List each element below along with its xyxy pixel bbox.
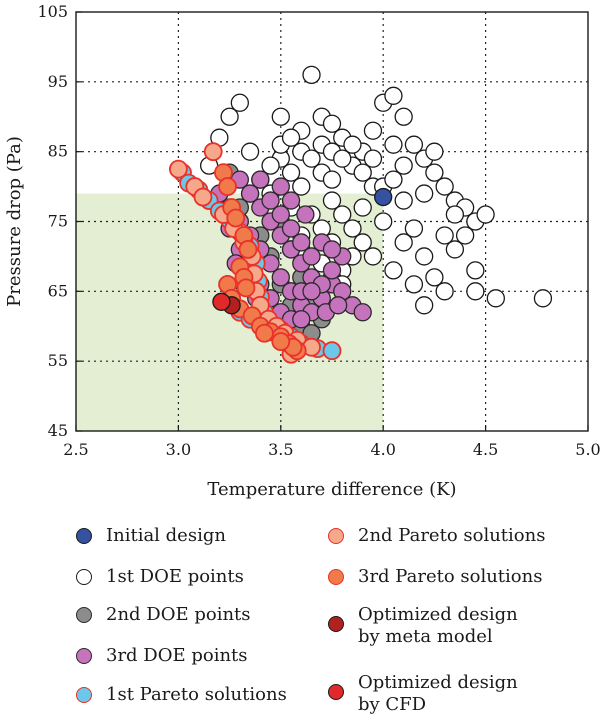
data-point-1st-doe-points [384,86,403,105]
data-point-1st-doe-points [281,128,301,147]
data-point-2nd-pareto-solutions [168,159,188,179]
data-point-3rd-pareto-solutions [238,240,258,259]
x-tick-label: 4.0 [370,440,395,459]
data-point-1st-doe-points [292,177,311,196]
x-axis-label: Temperature difference (K) [207,479,456,500]
data-point-1st-doe-points [302,65,321,84]
y-tick-label: 45 [48,421,68,440]
data-point-1st-doe-points [353,163,372,182]
data-point-3rd-doe-points [322,261,342,280]
data-point-3rd-doe-points [328,296,348,315]
data-point-1st-doe-points [322,114,342,133]
data-point-3rd-doe-points [302,247,321,266]
data-point-1st-doe-points [220,107,239,126]
data-point-1st-pareto-solutions [322,341,342,361]
x-tick-label: 5.0 [575,440,600,459]
data-point-1st-doe-points [425,142,444,161]
data-point-1st-doe-points [404,275,424,294]
data-point-1st-doe-points [394,191,413,210]
data-point-1st-doe-points [415,296,434,315]
data-point-1st-doe-points [363,149,383,168]
data-point-1st-doe-points [384,135,403,154]
data-point-3rd-doe-points [292,310,311,329]
data-point-1st-doe-points [435,282,454,301]
data-point-1st-doe-points [322,191,342,210]
data-point-1st-doe-points [363,121,383,140]
data-point-3rd-pareto-solutions [236,278,256,298]
data-point-1st-doe-points [281,163,301,182]
y-tick-label: 75 [48,212,68,231]
data-point-3rd-pareto-solutions [255,323,274,343]
data-point-1st-doe-points [455,226,475,245]
data-point-1st-doe-points [363,247,383,266]
data-point-3rd-doe-points [271,205,290,224]
data-point-1st-doe-points [476,205,495,224]
x-tick-label: 4.5 [473,440,498,459]
data-point-1st-doe-points [384,170,403,189]
data-point-1st-doe-points [394,233,413,252]
data-point-1st-doe-points [271,107,290,126]
data-point-2nd-pareto-solutions [193,187,213,207]
y-axis-label: Pressure drop (Pa) [4,136,25,307]
x-tick-label: 3.5 [268,440,293,459]
data-point-1st-doe-points [404,135,424,154]
data-point-3rd-doe-points [353,303,372,322]
data-point-1st-doe-points [533,289,553,308]
y-tick-label: 85 [48,142,68,161]
data-point-1st-doe-points [394,156,413,175]
data-point-1st-doe-points [466,282,485,301]
data-point-1st-doe-points [302,149,321,168]
data-point-1st-doe-points [322,170,342,189]
data-point-1st-doe-points [230,93,249,112]
data-point-1st-doe-points [425,163,444,182]
data-point-3rd-doe-points [271,268,290,287]
y-tick-label: 65 [48,281,68,300]
data-point-1st-doe-points [425,268,444,287]
data-point-1st-doe-points [353,198,372,217]
data-point-1st-doe-points [466,261,485,280]
data-point-3rd-doe-points [296,205,315,224]
data-point-1st-doe-points [486,289,505,308]
data-point-1st-doe-points [384,261,403,280]
data-point-3rd-doe-points [251,170,270,189]
data-point-1st-doe-points [240,142,260,161]
data-point-3rd-doe-points [240,184,260,203]
y-tick-label: 95 [48,72,68,91]
y-tick-label: 105 [37,2,68,21]
y-tick-label: 55 [48,351,68,370]
data-point-1st-doe-points [445,205,465,224]
data-point-1st-doe-points [261,156,280,175]
data-point-1st-doe-points [415,184,434,203]
data-point-1st-doe-points [343,135,362,154]
data-point-1st-doe-points [374,212,393,231]
data-point-3rd-doe-points [271,177,290,196]
data-point-1st-doe-points [333,205,352,224]
data-point-3rd-doe-points [292,233,311,252]
x-tick-label: 3.0 [166,440,191,459]
data-point-2nd-pareto-solutions [203,142,223,162]
data-point-1st-doe-points [435,177,454,196]
data-point-3rd-doe-points [281,219,301,238]
data-point-1st-doe-points [343,219,362,238]
data-point-1st-doe-points [445,240,465,259]
data-point-3rd-pareto-solutions [271,332,291,352]
data-point-1st-doe-points [415,247,434,266]
data-point-1st-doe-points [404,219,424,238]
data-point-3rd-pareto-solutions [226,208,246,228]
data-point-3rd-doe-points [261,191,280,210]
data-point-1st-doe-points [333,149,352,168]
data-point-initial-design [374,187,393,207]
data-point-1st-doe-points [435,226,454,245]
data-point-3rd-doe-points [322,240,342,259]
data-point-3rd-doe-points [302,282,321,301]
data-point-optimized-design-by-cfd [212,292,231,311]
data-point-3rd-doe-points [281,191,301,210]
x-tick-label: 2.5 [63,440,88,459]
data-point-1st-doe-points [394,107,413,126]
data-point-1st-doe-points [353,233,372,252]
data-point-3rd-pareto-solutions [218,177,237,196]
